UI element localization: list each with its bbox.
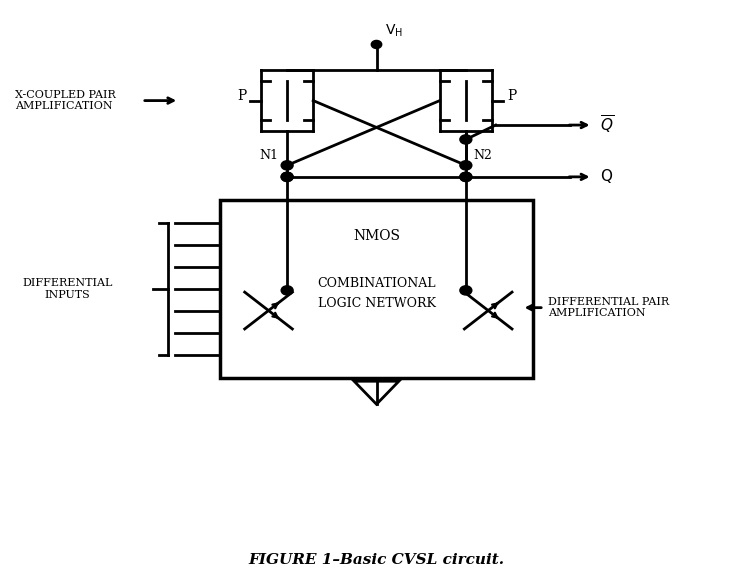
Text: P: P bbox=[237, 89, 246, 103]
Text: N2: N2 bbox=[474, 150, 492, 162]
Text: $\overline{Q}$: $\overline{Q}$ bbox=[600, 114, 614, 136]
Text: DIFFERENTIAL
INPUTS: DIFFERENTIAL INPUTS bbox=[23, 279, 113, 300]
Circle shape bbox=[281, 172, 293, 182]
Text: COMBINATIONAL: COMBINATIONAL bbox=[317, 277, 436, 290]
Text: NMOS: NMOS bbox=[353, 228, 400, 242]
Circle shape bbox=[460, 286, 472, 295]
Text: LOGIC NETWORK: LOGIC NETWORK bbox=[318, 297, 435, 310]
Text: P: P bbox=[507, 89, 516, 103]
Circle shape bbox=[281, 161, 293, 170]
Bar bbox=[220, 200, 533, 378]
Circle shape bbox=[281, 172, 293, 182]
Text: X-COUPLED PAIR
AMPLIFICATION: X-COUPLED PAIR AMPLIFICATION bbox=[15, 90, 116, 112]
Text: N1: N1 bbox=[259, 150, 278, 162]
Text: FIGURE 1–Basic CVSL circuit.: FIGURE 1–Basic CVSL circuit. bbox=[248, 552, 505, 566]
Circle shape bbox=[460, 172, 472, 182]
Text: V$_\mathregular{H}$: V$_\mathregular{H}$ bbox=[386, 22, 404, 39]
Circle shape bbox=[460, 135, 472, 144]
Text: Q: Q bbox=[600, 169, 612, 185]
Circle shape bbox=[460, 161, 472, 170]
Text: DIFFERENTIAL PAIR
AMPLIFICATION: DIFFERENTIAL PAIR AMPLIFICATION bbox=[547, 297, 669, 318]
Circle shape bbox=[281, 286, 293, 295]
Circle shape bbox=[371, 40, 382, 48]
Circle shape bbox=[460, 172, 472, 182]
